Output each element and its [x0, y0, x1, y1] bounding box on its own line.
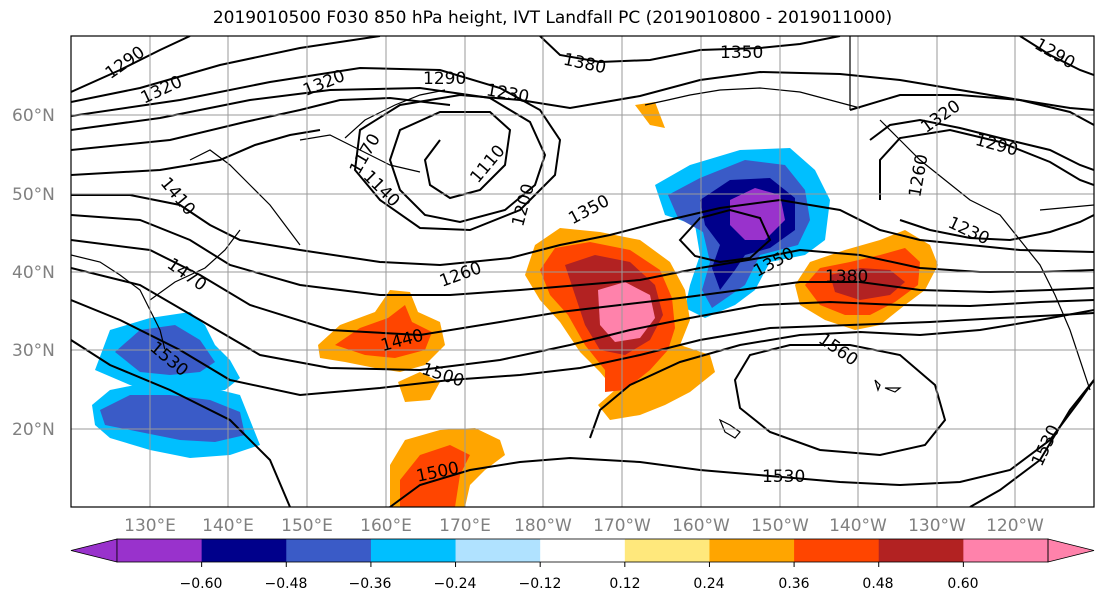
lon-label: 180°W [514, 516, 572, 536]
height-contours [71, 36, 1094, 507]
colorbar-tick-label: 0.48 [862, 576, 893, 592]
contour-label: 1290 [423, 69, 466, 89]
lat-label: 50°N [12, 185, 55, 205]
colorbar-segment [878, 539, 964, 562]
colorbar-tick-label: 0.24 [693, 576, 724, 592]
lat-label: 40°N [12, 263, 55, 283]
lon-label: 150°E [281, 516, 333, 536]
lon-label: 130°E [124, 516, 176, 536]
colorbar [70, 538, 1095, 567]
ivt-positive-west-central [318, 290, 445, 402]
ivt-positive-south [390, 428, 505, 507]
map-plot-area: 1290 1320 1320 1290 1230 1380 1350 1290 … [71, 36, 1094, 507]
colorbar-tick-label: 0.60 [947, 576, 978, 592]
lon-label: 150°W [751, 516, 809, 536]
colorbar-tick-label: −0.24 [434, 576, 477, 592]
map-frame [70, 35, 1095, 508]
colorbar-segment [540, 539, 626, 562]
colorbar-tick-label: −0.12 [519, 576, 562, 592]
lon-label: 160°E [360, 516, 412, 536]
lon-label: 140°E [202, 516, 254, 536]
coastlines [71, 36, 1094, 439]
colorbar-segment [455, 539, 541, 562]
lat-label: 60°N [12, 106, 55, 126]
colorbar-extend-min [70, 538, 118, 563]
colorbar-tick-label: 0.36 [778, 576, 809, 592]
colorbar-segment [709, 539, 795, 562]
colorbar-segment [286, 539, 372, 562]
colorbar-segment [794, 539, 880, 562]
colorbar-tick-label: −0.36 [349, 576, 392, 592]
map-title: 2019010500 F030 850 hPa height, IVT Land… [212, 8, 893, 28]
lon-label: 140°W [829, 516, 887, 536]
lon-label: 170°W [593, 516, 651, 536]
colorbar-extend-max [1047, 538, 1095, 563]
colorbar-tick-label: −0.48 [265, 576, 308, 592]
colorbar-segment [201, 539, 287, 562]
colorbar-tick-label: −0.60 [180, 576, 223, 592]
lat-label: 20°N [12, 420, 55, 440]
contour-label: 1350 [720, 43, 763, 63]
lon-label: 130°W [908, 516, 966, 536]
longitude-labels: 130°E 140°E 150°E 160°E 170°E 180°W 170°… [124, 516, 1044, 536]
colorbar-frame [116, 538, 1049, 563]
ivt-negative-west-pacific [92, 312, 260, 458]
contour-label: 1380 [825, 267, 868, 287]
lon-label: 160°W [672, 516, 730, 536]
colorbar-segment [963, 539, 1049, 562]
colorbar-segment [117, 539, 203, 562]
latitude-labels: 60°N 50°N 40°N 30°N 20°N [12, 106, 55, 440]
colorbar-tick-labels: −0.60 −0.48 −0.36 −0.24 −0.12 0.12 0.24 … [180, 576, 979, 592]
graticule [71, 36, 1094, 507]
colorbar-tick-label: 0.12 [609, 576, 640, 592]
lon-label: 170°E [439, 516, 491, 536]
contour-label: 1530 [762, 467, 805, 487]
colorbar-segment [370, 539, 457, 562]
lon-label: 120°W [986, 516, 1044, 536]
lat-label: 30°N [12, 341, 55, 361]
colorbar-segment [624, 539, 710, 562]
